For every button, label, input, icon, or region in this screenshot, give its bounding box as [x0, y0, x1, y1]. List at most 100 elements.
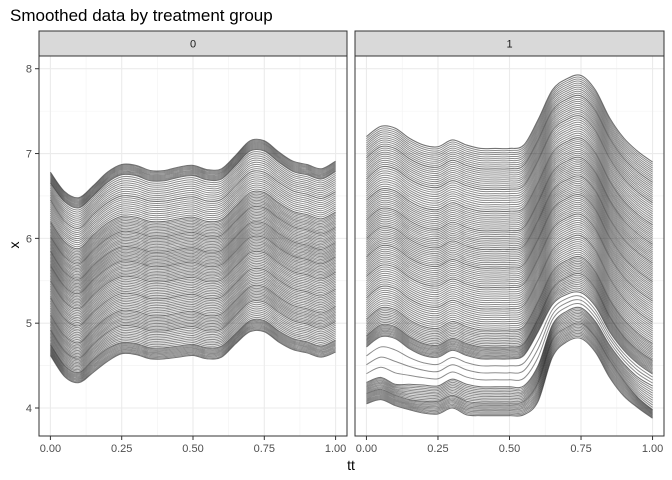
x-tick-label: 0.00	[356, 443, 377, 455]
bundle-line	[49, 246, 336, 305]
bundle-line	[50, 159, 336, 219]
bundle-line	[366, 285, 653, 371]
bundle-line	[49, 309, 336, 366]
bundle-line	[49, 307, 336, 365]
series-line	[49, 284, 336, 344]
series-line	[49, 221, 336, 280]
bundle-line	[50, 140, 336, 201]
bundle-line	[366, 117, 653, 206]
bundle-line	[49, 234, 336, 293]
bundle-line	[366, 106, 653, 196]
bundle-line	[49, 243, 336, 302]
bundle-line	[366, 335, 653, 418]
bundle-line	[366, 148, 653, 237]
bundle-line	[49, 218, 336, 277]
bundle-line	[49, 311, 336, 368]
strip-background	[38, 30, 348, 57]
bundle-line	[366, 179, 653, 268]
bundle-line	[366, 167, 653, 256]
bundle-line	[366, 282, 653, 368]
bundle-line	[49, 326, 336, 381]
bundle-line	[49, 229, 336, 289]
x-tick-label: 0.50	[499, 443, 520, 455]
series-line	[366, 94, 653, 183]
series-line	[366, 193, 653, 283]
bundle-line	[49, 241, 336, 301]
bundle-line	[366, 332, 653, 417]
bundle-line	[366, 211, 653, 300]
bundle-line	[49, 252, 336, 312]
bundle-line	[49, 269, 336, 329]
bundle-line	[366, 182, 653, 271]
bundle-line	[366, 241, 653, 330]
bundle-line	[50, 145, 336, 206]
bundle-line	[49, 232, 336, 292]
bundle-line	[49, 260, 336, 320]
bundle-line	[49, 195, 336, 254]
bundle-line	[49, 247, 336, 307]
bundle-line	[50, 144, 336, 205]
bundle-line	[366, 328, 653, 414]
bundle-line	[366, 266, 653, 355]
series-line	[366, 213, 653, 302]
x-tick-label: 0.50	[182, 443, 203, 455]
bundle-line	[49, 172, 336, 231]
bundle-line	[366, 192, 653, 281]
bundle-line	[49, 325, 336, 380]
bundle-line	[49, 210, 336, 270]
bundle-line	[49, 213, 336, 273]
bundle-line	[49, 184, 336, 244]
bundle-line	[49, 168, 336, 227]
bundle-line	[366, 152, 653, 241]
bundle-line	[366, 84, 653, 173]
y-axis: 4 5 6 7 8	[26, 64, 39, 415]
bundle-line	[49, 178, 336, 238]
bundle-line	[366, 230, 653, 319]
x-tick-label: 0.75	[570, 443, 591, 455]
bundle-line	[366, 326, 653, 413]
bundle-line	[49, 219, 336, 279]
bundle-line	[366, 219, 653, 308]
bundle-line	[49, 225, 336, 285]
strip-label: 1	[506, 39, 512, 51]
series-line	[366, 115, 653, 204]
bundle-line	[49, 176, 336, 236]
bundle-line	[366, 249, 653, 338]
bundle-line	[50, 153, 336, 213]
series-line	[49, 190, 336, 250]
bundle-line	[49, 328, 336, 383]
bundle-line	[49, 277, 336, 337]
bundle-line	[366, 166, 653, 255]
series-line	[49, 138, 336, 199]
bundle-line	[49, 193, 336, 253]
bundle-line	[49, 319, 336, 375]
bundle-line	[49, 322, 336, 377]
bundle-line	[50, 139, 336, 200]
bundle-line	[366, 88, 653, 177]
bundle-line	[366, 264, 653, 353]
bundle-line	[50, 141, 336, 202]
bundle-line	[366, 271, 653, 360]
bundle-line	[49, 240, 336, 299]
bundle-line	[50, 147, 336, 208]
bundle-line	[49, 289, 336, 349]
bundle-line	[366, 190, 653, 279]
bundle-line	[366, 209, 653, 298]
bundle-line	[49, 237, 336, 296]
bundle-line	[366, 205, 653, 294]
bundle-line	[49, 192, 336, 251]
bundle-line	[49, 254, 336, 313]
bundle-line	[366, 90, 653, 179]
bundle-line	[49, 266, 336, 325]
bundle-line	[366, 195, 653, 284]
bundle-line	[366, 201, 653, 290]
bundle-line	[366, 261, 653, 350]
bundle-line	[49, 264, 336, 324]
series-line	[366, 272, 653, 361]
bundle-line	[366, 109, 653, 198]
bundle-line	[49, 180, 336, 240]
facet-1: 1 0.00 0.25 0.50 0.75 1.00	[354, 30, 665, 455]
bundle-line	[50, 151, 336, 211]
x-tick-label: 0.75	[254, 443, 275, 455]
